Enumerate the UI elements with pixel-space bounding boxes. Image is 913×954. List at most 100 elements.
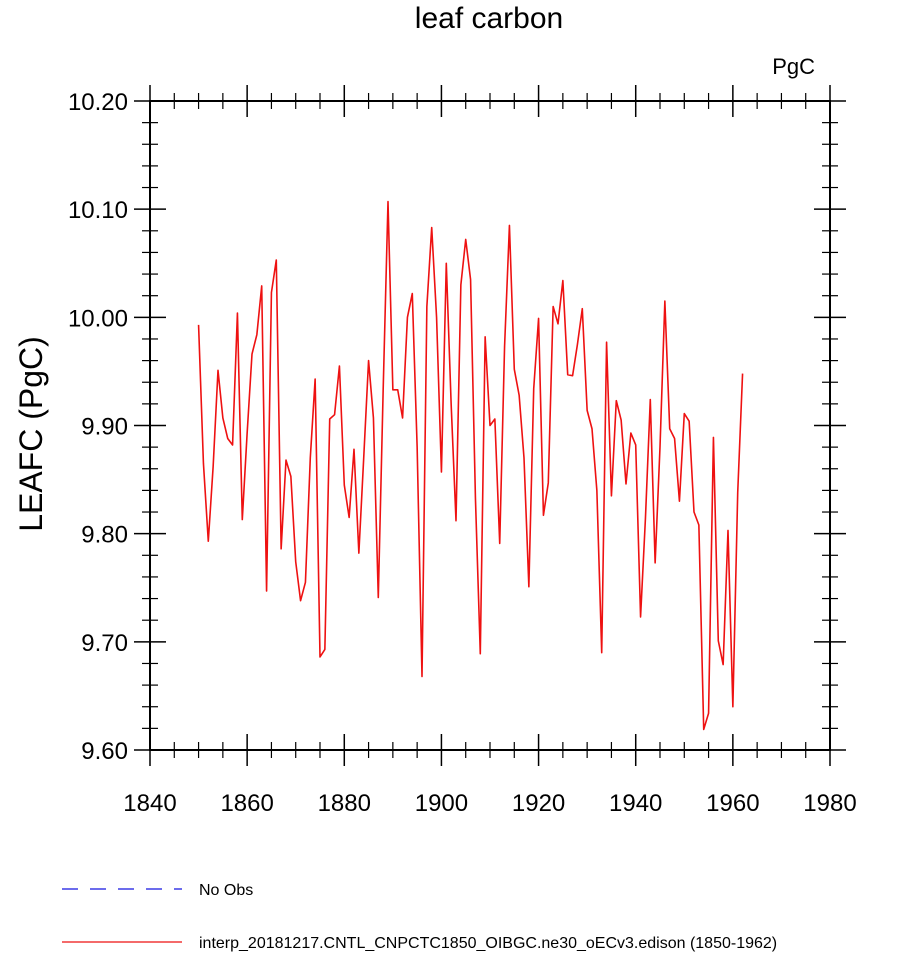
y-tick-label: 10.00 — [68, 305, 128, 332]
data-point — [207, 540, 209, 542]
legend-label-model: interp_20181217.CNTL_CNPCTC1850_OIBGC.ne… — [199, 935, 777, 952]
data-point — [489, 424, 491, 426]
y-axis-label: LEAFC (PgC) — [13, 336, 49, 532]
data-point — [265, 590, 267, 592]
data-point — [222, 417, 224, 419]
data-point — [431, 226, 433, 228]
y-tick-label: 9.70 — [81, 630, 128, 657]
data-point — [508, 224, 510, 226]
data-point — [513, 368, 515, 370]
data-point — [688, 420, 690, 422]
data-point — [576, 343, 578, 345]
data-point — [678, 500, 680, 502]
data-point — [630, 432, 632, 434]
data-point — [484, 336, 486, 338]
data-point — [557, 323, 559, 325]
data-point — [479, 653, 481, 655]
data-point — [659, 446, 661, 448]
chart-title: leaf carbon — [415, 2, 563, 35]
y-tick-label: 9.80 — [81, 522, 128, 549]
data-point — [353, 448, 355, 450]
data-point — [280, 548, 282, 550]
data-point — [372, 417, 374, 419]
data-point — [586, 409, 588, 411]
data-point — [635, 444, 637, 446]
data-point — [571, 375, 573, 377]
data-point — [236, 312, 238, 314]
x-tick-label: 1880 — [318, 790, 371, 817]
data-point — [329, 418, 331, 420]
x-tick-label: 1840 — [123, 790, 176, 817]
data-point — [275, 259, 277, 261]
data-point — [397, 389, 399, 391]
data-point — [411, 292, 413, 294]
data-point — [596, 489, 598, 491]
data-point — [421, 675, 423, 677]
data-point — [523, 457, 525, 459]
x-tick-label: 1940 — [609, 790, 662, 817]
x-tick-label: 1980 — [803, 790, 856, 817]
x-tick-label: 1860 — [220, 790, 273, 817]
data-point — [673, 437, 675, 439]
data-point — [333, 413, 335, 415]
data-point — [649, 398, 651, 400]
data-point — [450, 403, 452, 405]
data-point — [474, 497, 476, 499]
y-tick-label: 10.20 — [68, 89, 128, 116]
data-point — [552, 305, 554, 307]
data-point — [537, 317, 539, 319]
data-point — [625, 483, 627, 485]
data-point — [732, 706, 734, 708]
data-point — [683, 412, 685, 414]
data-point — [455, 519, 457, 521]
data-point — [737, 491, 739, 493]
data-point — [591, 428, 593, 430]
y-tick-label: 10.10 — [68, 197, 128, 224]
data-point — [528, 585, 530, 587]
series-line-1 — [197, 200, 744, 731]
data-point — [518, 394, 520, 396]
data-point — [197, 324, 199, 326]
data-point — [290, 475, 292, 477]
data-point — [654, 562, 656, 564]
data-point — [460, 284, 462, 286]
data-point — [567, 373, 569, 375]
data-point — [615, 399, 617, 401]
data-point — [712, 436, 714, 438]
data-point — [392, 389, 394, 391]
data-point — [377, 596, 379, 598]
data-point — [416, 446, 418, 448]
data-point — [343, 484, 345, 486]
data-point — [664, 300, 666, 302]
data-point — [314, 378, 316, 380]
data-point — [562, 279, 564, 281]
data-point — [465, 238, 467, 240]
series-group — [197, 200, 744, 731]
data-point — [707, 712, 709, 714]
data-point — [703, 728, 705, 730]
data-point — [610, 495, 612, 497]
data-point — [304, 581, 306, 583]
data-point — [542, 514, 544, 516]
data-point — [644, 517, 646, 519]
data-point — [358, 552, 360, 554]
data-point — [401, 417, 403, 419]
data-point — [227, 437, 229, 439]
data-point — [338, 365, 340, 367]
data-point — [387, 200, 389, 202]
data-point — [367, 359, 369, 361]
data-point — [581, 307, 583, 309]
data-point — [324, 648, 326, 650]
data-point — [533, 388, 535, 390]
data-point — [639, 616, 641, 618]
data-point — [231, 444, 233, 446]
chart-units: PgC — [772, 54, 815, 79]
data-point — [499, 542, 501, 544]
data-point — [503, 345, 505, 347]
x-tick-label: 1920 — [512, 790, 565, 817]
data-point — [256, 333, 258, 335]
axis-tick-labels: 1840 1860 1880 1900 1920 1940 1960 1980 9.60 9.70… — [68, 89, 857, 817]
data-point — [382, 390, 384, 392]
data-point — [261, 285, 263, 287]
